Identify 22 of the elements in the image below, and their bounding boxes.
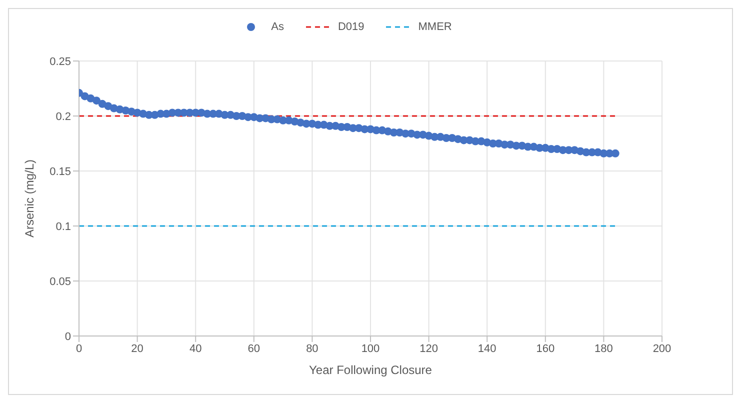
y-tick-label: 0.05 xyxy=(50,276,71,288)
y-axis-title: Arsenic (mg/L) xyxy=(22,159,36,238)
y-tick-label: 0.1 xyxy=(56,220,71,233)
legend-label: As xyxy=(271,21,284,33)
x-tick-label: 100 xyxy=(361,342,380,355)
x-tick-label: 180 xyxy=(594,342,613,355)
x-tick-label: 120 xyxy=(420,342,438,355)
x-tick-label: 20 xyxy=(131,342,144,355)
x-tick-label: 80 xyxy=(306,342,318,355)
y-tick-label: 0 xyxy=(64,330,71,343)
legend-label: MMER xyxy=(418,21,452,33)
x-tick-label: 140 xyxy=(478,342,496,355)
y-tick-label: 0.15 xyxy=(50,166,71,178)
y-tick-label: 0.2 xyxy=(56,110,71,123)
x-tick-label: 60 xyxy=(248,342,260,355)
legend-label: D019 xyxy=(338,21,364,33)
x-tick-label: 160 xyxy=(536,342,555,355)
x-tick-label: 200 xyxy=(652,342,672,355)
x-axis-title: Year Following Closure xyxy=(309,363,432,377)
y-tick-label: 0.25 xyxy=(50,56,71,68)
x-tick-label: 40 xyxy=(189,342,202,355)
x-tick-label: 0 xyxy=(76,342,82,355)
